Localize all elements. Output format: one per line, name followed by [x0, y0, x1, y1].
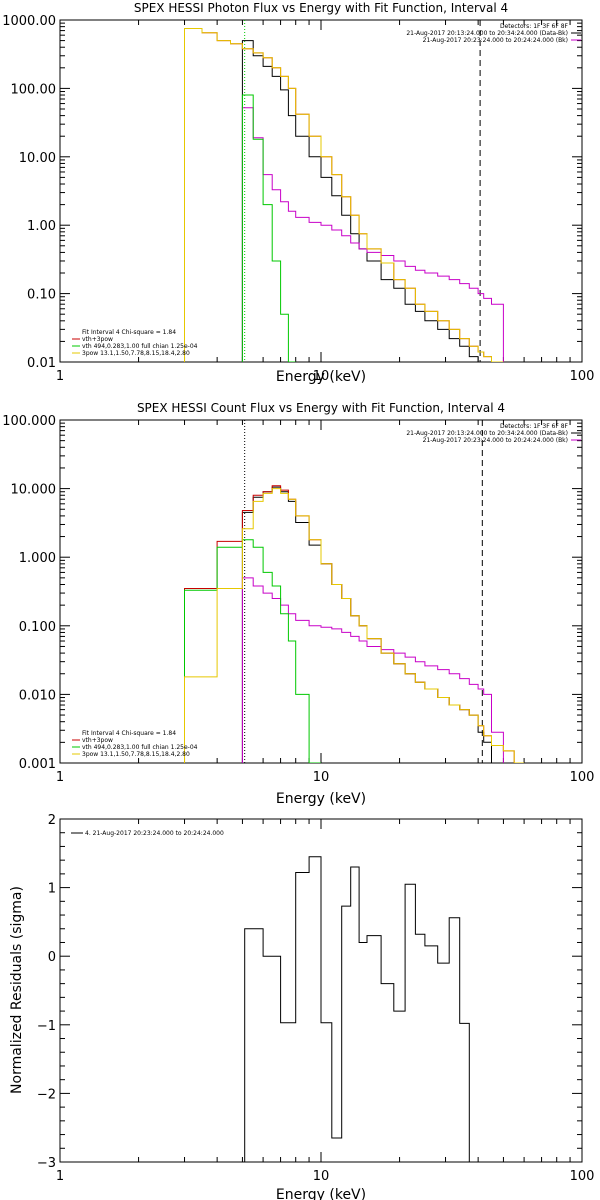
y-tick-label: 100.000: [2, 414, 56, 429]
series-line: [241, 94, 296, 362]
y-tick-label: 0.01: [27, 356, 56, 371]
x-tick-label: 1: [56, 1169, 64, 1184]
residuals-y-axis-label: Normalized Residuals (sigma): [9, 886, 25, 1094]
x-tick-label: 100: [570, 1169, 595, 1184]
residuals-x-axis-label: Energy (keV): [276, 1187, 366, 1200]
y-tick-label: 1: [48, 882, 56, 897]
series-line: [184, 28, 504, 362]
legend-entry: vth+3pow: [82, 737, 113, 744]
y-tick-label: 1.00: [27, 219, 56, 234]
series-line: [241, 577, 504, 763]
legend-entry: Fit Interval 4 Chi-square = 1.84: [82, 329, 176, 336]
y-tick-label: 10.00: [19, 151, 56, 166]
legend-entry: 21-Aug-2017 20:23:24.000 to 20:24:24.000…: [423, 37, 568, 44]
legend-entry: 4. 21-Aug-2017 20:23:24.000 to 20:24:24.…: [85, 830, 224, 837]
legend-entry: 21-Aug-2017 20:13:24.000 to 20:34:24.000…: [406, 30, 568, 37]
y-tick-label: −3: [37, 1156, 56, 1171]
x-tick-label: 1: [56, 770, 64, 785]
residuals-panel: 1 10 100 −3 −2 −1 0 1 2 4. 21-Aug-2017 20:23:24.0…: [9, 813, 594, 1200]
legend-entry: vth 494,0.283,1.00 full chian 1.25e-04: [82, 343, 198, 350]
photon-flux-panel: SPEX HESSI Photon Flux vs Energy with Fi…: [2, 1, 594, 385]
y-tick-label: 0.010: [19, 688, 56, 703]
legend-entry: vth 494,0.283,1.00 full chian 1.25e-04: [82, 744, 198, 751]
series-line: [241, 107, 504, 362]
count-flux-panel: SPEX HESSI Count Flux vs Energy with Fit…: [2, 401, 594, 807]
y-tick-label: 100.00: [11, 82, 57, 97]
x-tick-label: 10: [313, 369, 330, 384]
x-tick-label: 10: [313, 770, 330, 785]
series-line: [184, 485, 525, 763]
x-tick-label: 100: [570, 369, 595, 384]
legend-entry: 3pow 13.1,1.50,7.78,8.15,18.4,2.80: [82, 350, 190, 357]
legend-entry: 21-Aug-2017 20:23:24.000 to 20:24:24.000…: [423, 437, 568, 444]
legend-entry: Detectors: 1F 3F 6F 8F: [500, 23, 569, 30]
x-tick-label: 1: [56, 369, 64, 384]
x-tick-label: 100: [570, 770, 595, 785]
legend-entry: 3pow 13.1,1.50,7.78,8.15,18.4,2.80: [82, 751, 190, 758]
series-line: [241, 486, 492, 763]
y-tick-label: 1000.00: [2, 14, 56, 29]
legend-entry: Fit Interval 4 Chi-square = 1.84: [82, 730, 176, 737]
legend-entry: 21-Aug-2017 20:13:24.000 to 20:34:24.000…: [406, 430, 568, 437]
x-tick-label: 10: [313, 1169, 330, 1184]
photon-x-axis-label: Energy (keV): [276, 369, 366, 385]
count-x-axis-label: Energy (keV): [276, 791, 366, 807]
series-line: [244, 856, 470, 1162]
plot-frame: [59, 419, 583, 764]
photon-chart-title: SPEX HESSI Photon Flux vs Energy with Fi…: [134, 1, 508, 15]
count-chart-title: SPEX HESSI Count Flux vs Energy with Fit…: [137, 401, 505, 415]
series-line: [184, 539, 321, 763]
y-tick-label: −2: [37, 1087, 56, 1102]
y-tick-label: 0.001: [19, 757, 56, 772]
series-line: [184, 28, 504, 362]
series-line: [184, 488, 525, 763]
y-tick-label: 0.100: [19, 620, 56, 635]
legend-entry: vth+3pow: [82, 336, 113, 343]
y-tick-label: 0.10: [27, 288, 56, 303]
y-tick-label: 1.000: [19, 551, 56, 566]
y-tick-label: 2: [48, 813, 56, 828]
y-tick-label: 10.000: [11, 483, 57, 498]
y-tick-label: 0: [48, 950, 56, 965]
legend-entry: Detectors: 1F 3F 6F 8F: [500, 423, 569, 430]
y-tick-label: −1: [37, 1019, 56, 1034]
series-line: [241, 40, 479, 362]
